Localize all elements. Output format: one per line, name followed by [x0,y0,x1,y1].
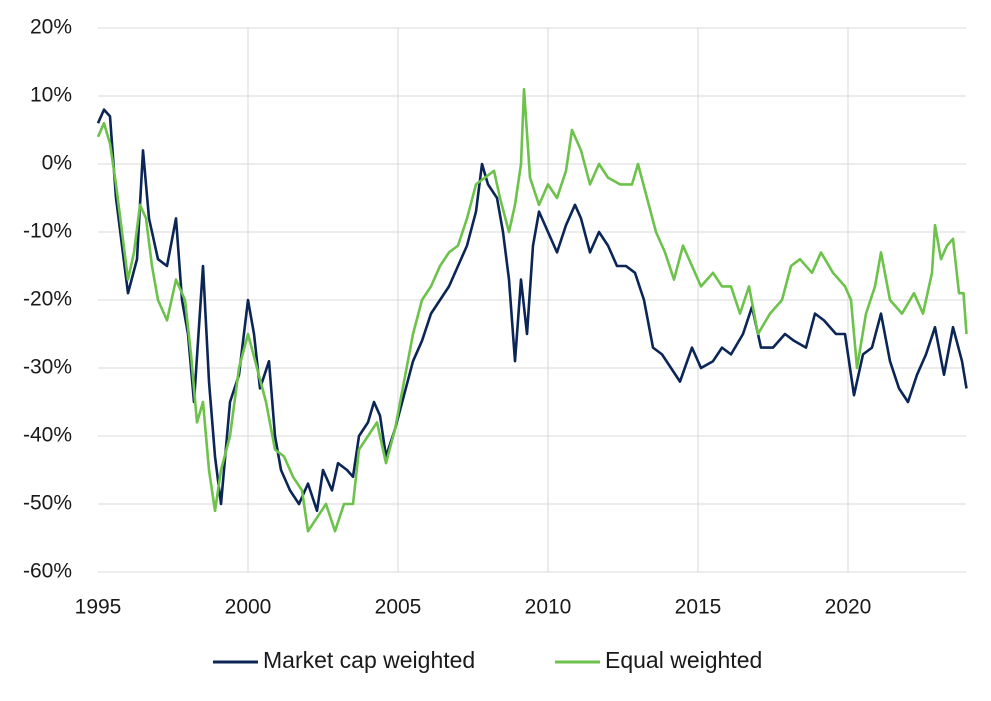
y-tick-label: -10% [23,220,72,243]
y-tick-label: -30% [23,356,72,379]
x-tick-label: 2000 [225,596,272,619]
legend-label: Market cap weighted [263,647,475,673]
x-tick-label: 2010 [525,596,572,619]
x-tick-label: 2005 [375,596,422,619]
x-tick-label: 2015 [675,596,722,619]
x-tick-label: 1995 [75,596,122,619]
y-tick-label: -20% [23,288,72,311]
series-line [96,87,968,533]
legend-label: Equal weighted [605,647,762,673]
y-tick-label: -40% [23,424,72,447]
series-line [96,108,968,513]
y-tick-label: -50% [23,492,72,515]
y-tick-label: -60% [23,560,72,583]
y-tick-label: 10% [30,84,72,107]
y-tick-label: 20% [30,16,72,39]
y-tick-label: 0% [42,152,72,175]
x-tick-label: 2020 [825,596,872,619]
